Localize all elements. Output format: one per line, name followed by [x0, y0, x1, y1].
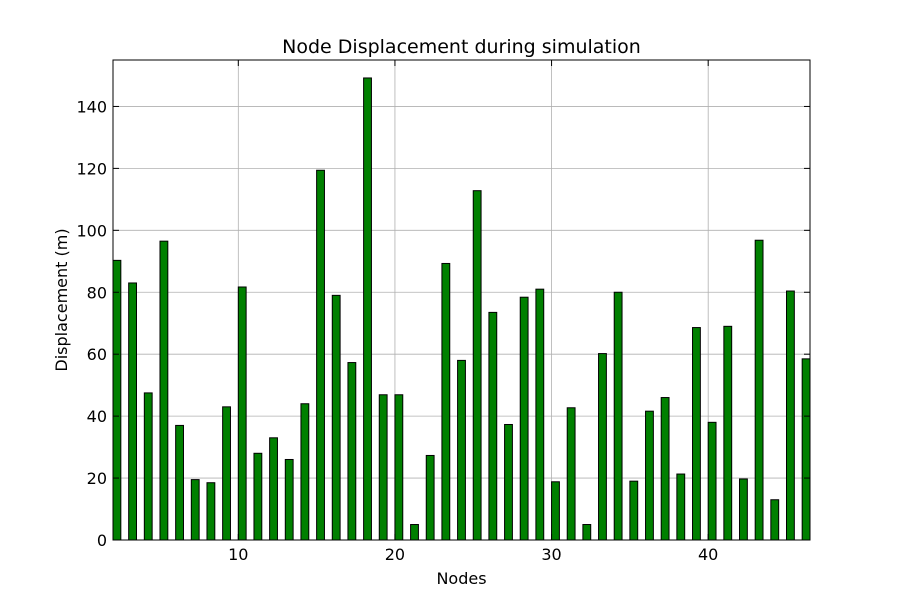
bar	[253, 452, 263, 540]
bar	[739, 478, 748, 540]
bar	[378, 394, 388, 540]
y-tick-label: 140	[76, 97, 107, 116]
bar	[331, 294, 341, 540]
bar	[237, 286, 247, 540]
bar	[300, 403, 310, 540]
bar	[206, 482, 216, 540]
y-tick-label: 100	[76, 221, 107, 240]
bar	[425, 454, 435, 540]
x-tick-label: 30	[541, 545, 561, 564]
bar	[504, 423, 513, 540]
bar	[801, 358, 810, 540]
y-tick-label: 80	[87, 283, 107, 302]
bar	[472, 190, 482, 540]
plot-area-frame	[112, 59, 811, 541]
bar	[786, 290, 795, 540]
bar	[629, 480, 639, 540]
bar	[190, 479, 200, 540]
bar	[363, 77, 372, 540]
bar	[394, 394, 404, 540]
bar	[598, 353, 607, 540]
bar	[222, 406, 231, 540]
bar	[645, 410, 654, 540]
y-tick-label: 0	[97, 531, 107, 550]
y-axis-title: Displacement (m)	[52, 228, 71, 371]
bar	[284, 458, 294, 540]
bar	[488, 311, 498, 540]
bar	[457, 359, 466, 540]
bar	[128, 282, 137, 540]
bar	[613, 291, 623, 540]
bar	[410, 524, 419, 540]
y-tick-label: 60	[87, 345, 107, 364]
ticks: 0 20 40 60 80 100 120 140 10 20 30 40	[76, 60, 810, 564]
bar	[723, 325, 733, 540]
bar	[566, 407, 576, 540]
x-tick-label: 40	[698, 545, 718, 564]
x-tick-label: 20	[385, 545, 405, 564]
bar	[269, 437, 278, 540]
y-tick-label: 40	[87, 407, 107, 426]
bar	[347, 362, 357, 540]
bar	[441, 262, 451, 540]
x-axis-title: Nodes	[436, 569, 486, 588]
bar	[676, 473, 686, 540]
chart-title: Node Displacement during simulation	[282, 36, 641, 58]
bar	[582, 524, 592, 540]
bar	[551, 481, 560, 540]
y-tick-label: 20	[87, 469, 107, 488]
bar	[113, 259, 122, 540]
bar	[519, 296, 529, 540]
bar	[754, 239, 764, 540]
bar	[535, 288, 545, 540]
bar	[692, 327, 701, 540]
x-tick-label: 10	[228, 545, 248, 564]
bar	[707, 421, 717, 540]
bar	[159, 240, 169, 540]
bar	[660, 397, 670, 540]
bar	[175, 424, 184, 540]
bar	[770, 499, 780, 540]
bar	[316, 169, 325, 540]
bar	[143, 392, 153, 540]
y-tick-label: 120	[76, 159, 107, 178]
